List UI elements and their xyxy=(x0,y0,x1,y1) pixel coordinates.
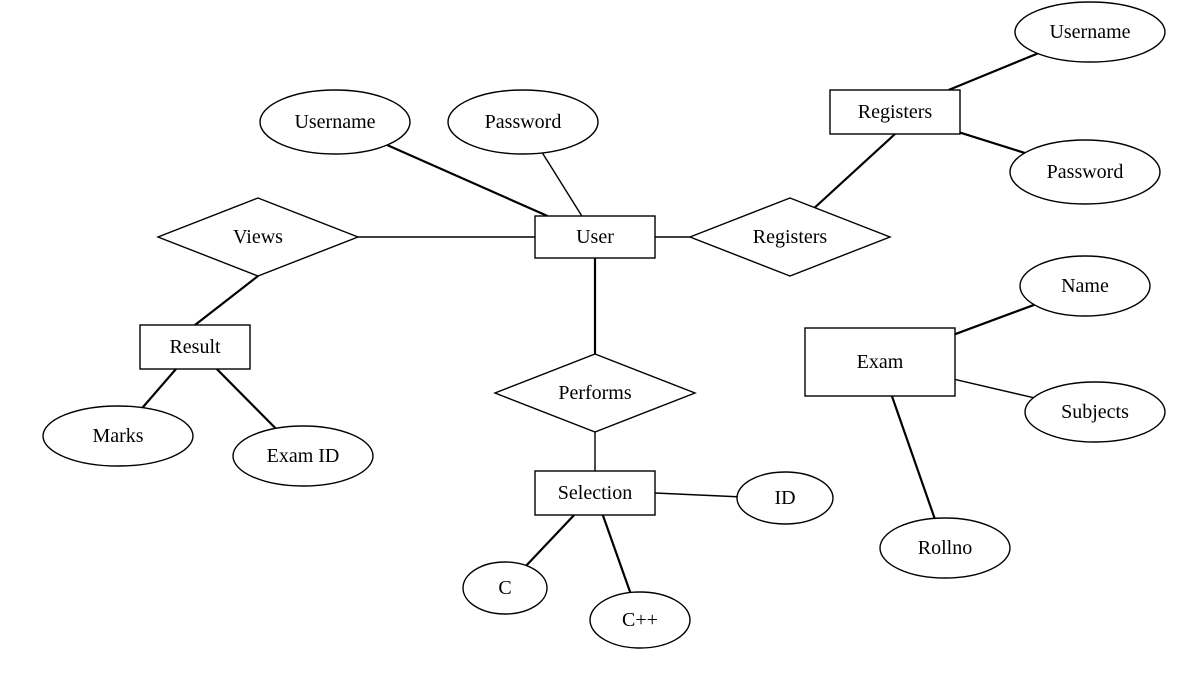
edge-registers_e-reg_password xyxy=(960,133,1025,153)
entity-registers_e-label: Registers xyxy=(858,101,933,123)
relationship-performs-label: Performs xyxy=(558,382,632,404)
edge-registers_r-registers_e xyxy=(815,134,895,208)
edge-result-exam_id xyxy=(217,369,276,428)
edge-selection-sel_c xyxy=(526,515,574,566)
edge-exam-exam_subjects xyxy=(955,379,1033,397)
attribute-exam_id-label: Exam ID xyxy=(267,445,340,467)
edge-user_username-user xyxy=(387,145,547,216)
entity-selection-label: Selection xyxy=(558,482,632,504)
edge-selection-sel_cpp xyxy=(603,515,630,593)
edge-result-marks xyxy=(143,369,176,408)
attribute-exam_subjects-label: Subjects xyxy=(1061,401,1129,423)
attribute-sel_id-label: ID xyxy=(774,487,795,509)
attribute-exam_name-label: Name xyxy=(1061,275,1109,297)
edge-views-result xyxy=(195,276,258,325)
attribute-reg_password-label: Password xyxy=(1047,161,1124,183)
attribute-marks-label: Marks xyxy=(92,425,143,447)
edge-exam-exam_rollno xyxy=(892,396,935,518)
relationship-registers_r-label: Registers xyxy=(753,226,828,248)
attribute-sel_c-label: C xyxy=(498,577,511,599)
er-diagram-canvas: User Registers Result Exam Selection Views Reg… xyxy=(0,0,1200,674)
edge-exam-exam_name xyxy=(955,305,1034,334)
attribute-user_password-label: Password xyxy=(485,111,562,133)
edge-user_password-user xyxy=(542,153,581,216)
entity-user-label: User xyxy=(576,226,614,248)
entity-exam-label: Exam xyxy=(857,351,904,373)
relationship-views-label: Views xyxy=(233,226,283,248)
attribute-user_username-label: Username xyxy=(294,111,375,133)
attribute-sel_cpp-label: C++ xyxy=(622,609,658,631)
attribute-exam_rollno-label: Rollno xyxy=(918,537,972,559)
entity-result-label: Result xyxy=(169,336,221,358)
edge-registers_e-reg_username xyxy=(949,53,1038,90)
edge-selection-sel_id xyxy=(655,493,737,497)
attribute-reg_username-label: Username xyxy=(1049,21,1130,43)
